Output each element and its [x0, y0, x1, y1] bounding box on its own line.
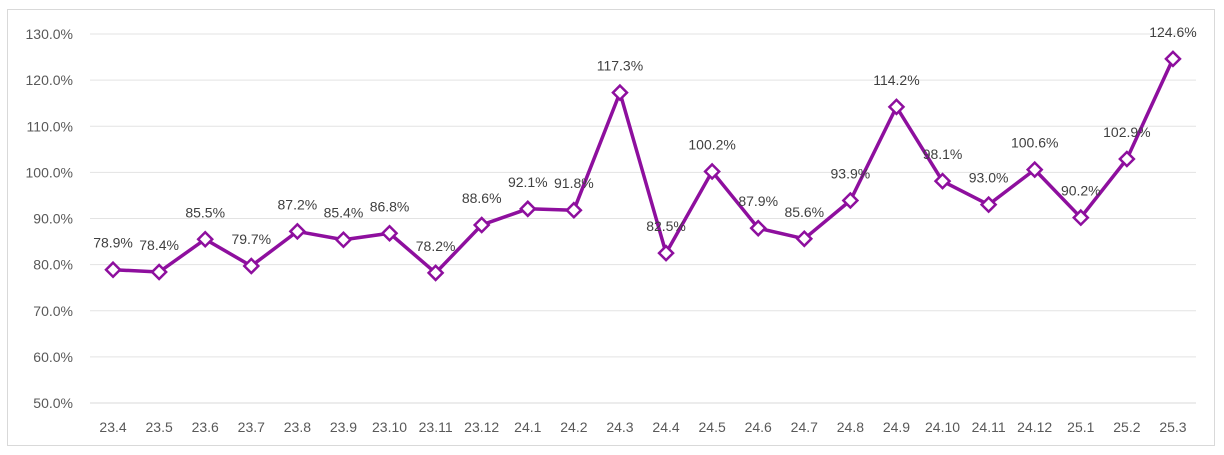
gridlines — [90, 33, 1196, 404]
y-tick-label: 100.0% — [26, 164, 73, 180]
x-tick-label: 23.5 — [146, 419, 173, 435]
data-point-marker — [1025, 160, 1044, 179]
data-label: 78.4% — [139, 237, 179, 253]
x-tick-label: 25.1 — [1067, 419, 1094, 435]
x-tick-label: 24.2 — [560, 419, 587, 435]
x-tick-label: 23.11 — [419, 419, 453, 435]
y-tick-label: 50.0% — [33, 395, 73, 411]
x-tick-label: 24.6 — [745, 419, 772, 435]
data-label: 87.2% — [278, 196, 318, 212]
data-point-marker — [565, 201, 583, 219]
data-label: 100.6% — [1011, 135, 1058, 151]
data-point-marker — [426, 264, 445, 282]
x-tick-label: 25.2 — [1113, 419, 1140, 435]
x-tick-label: 23.12 — [464, 419, 499, 435]
y-tick-label: 60.0% — [33, 349, 73, 365]
y-tick-label: 80.0% — [33, 257, 73, 273]
data-point-marker — [795, 230, 814, 248]
y-tick-label: 120.0% — [26, 72, 73, 88]
data-label: 114.2% — [873, 72, 919, 88]
x-axis-tick-labels: 23.4 23.5 23.6 23.7 23.8 23.9 23.10 23.11 23.12 2… — [99, 419, 1186, 435]
data-label: 98.1% — [923, 146, 963, 162]
data-point-marker — [1118, 150, 1136, 168]
data-point-marker — [242, 257, 261, 275]
data-label: 124.6% — [1149, 24, 1196, 40]
y-tick-label: 110.0% — [27, 118, 73, 134]
data-label: 93.9% — [831, 166, 871, 182]
data-point-marker — [1164, 50, 1182, 68]
data-point-marker — [749, 219, 767, 237]
data-point-marker — [979, 195, 998, 214]
data-label: 79.7% — [231, 231, 271, 247]
data-label: 85.5% — [185, 204, 225, 220]
data-point-marker — [472, 216, 491, 234]
x-tick-label: 24.4 — [652, 419, 679, 435]
x-tick-label: 23.6 — [192, 419, 219, 435]
x-tick-label: 23.9 — [330, 419, 357, 435]
y-tick-label: 90.0% — [33, 211, 73, 227]
data-label: 90.2% — [1061, 183, 1101, 199]
data-point-marker — [841, 191, 860, 210]
x-tick-label: 23.4 — [99, 419, 126, 435]
data-point-marker — [611, 83, 629, 102]
data-point-marker — [334, 230, 353, 249]
data-label: 92.1% — [508, 174, 548, 190]
data-point-marker — [1072, 208, 1090, 227]
data-label: 78.2% — [416, 238, 456, 254]
x-tick-label: 24.10 — [925, 419, 960, 435]
data-point-marker — [519, 200, 537, 218]
data-label: 85.6% — [784, 204, 824, 220]
data-label: 82.5% — [646, 218, 686, 234]
data-label: 85.4% — [324, 205, 364, 221]
y-axis-tick-labels: 50.0% 60.0% 70.0% 80.0% 90.0% 100.0% 110.0% 120… — [26, 26, 73, 411]
data-label: 100.2% — [688, 136, 735, 152]
data-point-marker — [288, 222, 307, 241]
data-label: 87.9% — [738, 193, 778, 209]
x-tick-label: 24.5 — [699, 419, 726, 435]
data-label: 86.8% — [370, 198, 410, 214]
x-tick-label: 24.9 — [883, 419, 910, 435]
series-line-layer — [111, 57, 1175, 275]
x-tick-label: 23.10 — [372, 419, 407, 435]
data-label: 91.8% — [554, 175, 594, 191]
data-label: 117.3% — [597, 58, 643, 74]
data-label: 88.6% — [462, 190, 502, 206]
data-label: 93.0% — [969, 170, 1009, 186]
y-tick-label: 130.0% — [26, 26, 73, 42]
series-markers — [104, 50, 1182, 282]
x-tick-label: 24.7 — [791, 419, 818, 435]
data-label: 102.9% — [1103, 124, 1150, 140]
chart-frame — [7, 9, 1215, 446]
data-point-marker — [104, 260, 122, 279]
x-tick-label: 25.3 — [1159, 419, 1186, 435]
data-point-marker — [657, 244, 675, 262]
data-point-marker — [887, 98, 906, 116]
data-point-marker — [150, 263, 168, 281]
series-line — [111, 57, 1175, 275]
x-tick-label: 24.12 — [1017, 419, 1052, 435]
data-label: 78.9% — [93, 235, 133, 251]
x-tick-label: 23.7 — [238, 419, 265, 435]
data-point-marker — [196, 230, 214, 249]
data-point-marker — [703, 162, 721, 181]
x-tick-label: 24.3 — [606, 419, 633, 435]
x-tick-label: 24.1 — [514, 419, 541, 435]
data-labels: 78.9% 78.4% 85.5% 79.7% 87.2% 85.4% 86.8% 78.2%… — [93, 24, 1197, 254]
y-tick-label: 70.0% — [33, 303, 73, 319]
x-tick-label: 24.8 — [837, 419, 864, 435]
data-point-marker — [933, 172, 952, 190]
data-point-marker — [380, 224, 399, 243]
x-tick-label: 23.8 — [284, 419, 311, 435]
x-tick-label: 24.11 — [972, 419, 1006, 435]
